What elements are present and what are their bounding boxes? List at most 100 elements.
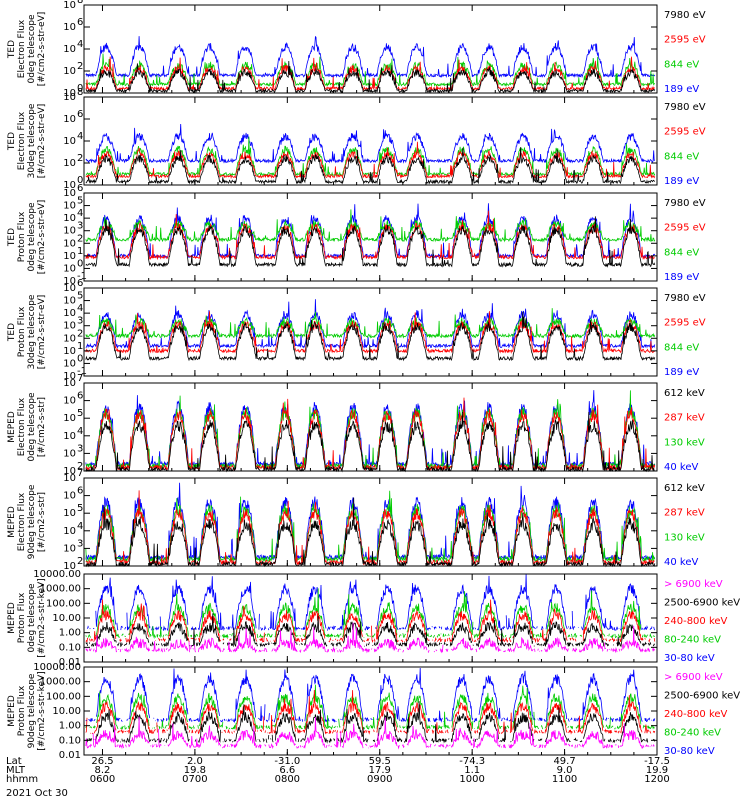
y-tick-label: 10	[63, 296, 76, 307]
series-line-6-1	[85, 497, 656, 568]
y-axis-label: 0deg telescope	[27, 202, 37, 272]
y-axis-label: [#/cm2-s-str-keV]	[37, 671, 47, 750]
y-tick-label: 10	[63, 22, 76, 33]
y-tick-exponent: 1	[77, 246, 83, 257]
y-tick-exponent: 0	[77, 83, 83, 94]
x-row-value-mlt: 19.9	[646, 765, 668, 776]
y-tick-label: 10	[63, 473, 76, 484]
legend-entry: 130 keV	[664, 532, 705, 543]
series-line-7-2	[85, 613, 655, 648]
x-row-label: MLT	[6, 765, 26, 776]
legend-entry: 612 keV	[664, 388, 705, 399]
y-axis-label: 90deg telescope	[27, 484, 37, 559]
y-tick-label: 10	[63, 263, 76, 274]
series-line-1-1	[85, 60, 656, 94]
y-tick-exponent: 6	[77, 486, 83, 497]
panel-frame	[83, 477, 658, 567]
y-tick-label: 10	[63, 358, 76, 369]
y-tick-label: 10	[63, 396, 76, 407]
y-tick-exponent: 4	[77, 426, 83, 437]
y-tick-label: 10	[63, 251, 76, 262]
y-tick-exponent: 2	[77, 233, 83, 244]
panel-7: 0.01 0.10 1.00 10.00 100.00 1000.00 10000.00 ME…	[7, 569, 740, 668]
y-tick-exponent: 3	[77, 316, 83, 327]
series-line-8-3	[85, 689, 656, 735]
y-tick-label: 10000.00	[33, 569, 81, 580]
y-axis-label: MEPED	[7, 411, 17, 443]
panel-8: 0.01 0.10 1.00 10.00 100.00 1000.00 10000.00 ME…	[7, 662, 740, 761]
y-tick-exponent: 7	[77, 468, 83, 479]
y-tick-label: 1000.00	[40, 677, 81, 688]
y-tick-exponent: 5	[77, 503, 83, 514]
series-line-8-1	[85, 716, 655, 750]
y-tick-label: 10	[63, 431, 76, 442]
y-tick-label: 10	[63, 136, 76, 147]
legend-entry: 40 keV	[664, 462, 698, 473]
y-tick-exponent: 3	[77, 538, 83, 549]
series-line-8-4	[85, 684, 655, 731]
y-tick-exponent: 4	[77, 303, 83, 314]
y-tick-label: 10	[63, 0, 76, 11]
series-line-3-3	[85, 209, 656, 243]
series-line-4-3	[85, 308, 656, 339]
y-tick-label: 10	[63, 283, 76, 294]
y-axis-label: Electron Flux	[17, 19, 27, 78]
y-tick-label: 100.00	[46, 598, 81, 609]
y-axis-label: TED	[7, 40, 17, 59]
y-tick-label: 10	[63, 188, 76, 199]
series-line-6-2	[85, 490, 655, 567]
y-tick-label: 1.00	[59, 628, 81, 639]
y-tick-label: 10	[63, 333, 76, 344]
y-tick-label: 0.10	[59, 735, 81, 746]
legend-entry: 240-800 keV	[664, 709, 728, 720]
y-tick-label: 10000.00	[33, 662, 81, 673]
legend-entry: 612 keV	[664, 483, 705, 494]
legend-entry: > 6900 keV	[664, 579, 723, 590]
y-tick-label: 10	[63, 346, 76, 357]
y-tick-exponent: 8	[77, 87, 83, 98]
y-tick-label: 10.00	[52, 613, 81, 624]
legend-entry: > 6900 keV	[664, 672, 723, 683]
series-line-6-4	[85, 482, 656, 562]
y-tick-exponent: 3	[77, 221, 83, 232]
x-row-value-lat: -17.5	[644, 756, 670, 767]
y-tick-label: 10	[63, 448, 76, 459]
series-line-4-4	[85, 299, 656, 349]
legend-entry: 189 eV	[664, 176, 699, 187]
y-tick-exponent: 4	[77, 39, 83, 50]
y-tick-label: 10	[63, 201, 76, 212]
series-line-2-1	[85, 147, 656, 185]
y-tick-exponent: -1	[77, 271, 87, 282]
y-tick-label: 10	[63, 92, 76, 103]
series-line-7-4	[85, 588, 655, 640]
legend-entry: 2500-6900 keV	[664, 691, 740, 702]
x-row-label: Lat	[6, 756, 22, 767]
legend-entry: 189 eV	[664, 272, 699, 283]
series-line-3-1	[85, 216, 656, 268]
series-line-5-1	[85, 411, 655, 473]
y-tick-exponent: 2	[77, 556, 83, 567]
legend-entry: 189 eV	[664, 84, 699, 95]
y-tick-label: 10	[63, 226, 76, 237]
y-tick-exponent: 5	[77, 196, 83, 207]
y-tick-label: 10	[63, 213, 76, 224]
x-row-value-lat: -74.3	[459, 756, 485, 767]
series-line-5-2	[85, 397, 656, 472]
x-row-value-lat: 49.7	[553, 756, 575, 767]
y-axis-label: [#/cm2-s-str]	[37, 397, 47, 457]
y-tick-label: 100.00	[46, 691, 81, 702]
y-axis-label: Proton Flux	[17, 306, 27, 357]
panel-frame	[83, 287, 658, 377]
y-tick-exponent: 4	[77, 521, 83, 532]
y-tick-label: 10	[63, 114, 76, 125]
series-line-7-3	[85, 599, 656, 644]
legend-entry: 287 keV	[664, 413, 705, 424]
y-axis-label: 0deg telescope	[27, 583, 37, 653]
y-tick-exponent: 8	[77, 0, 83, 6]
x-row-value-lat: 2.0	[187, 756, 203, 767]
